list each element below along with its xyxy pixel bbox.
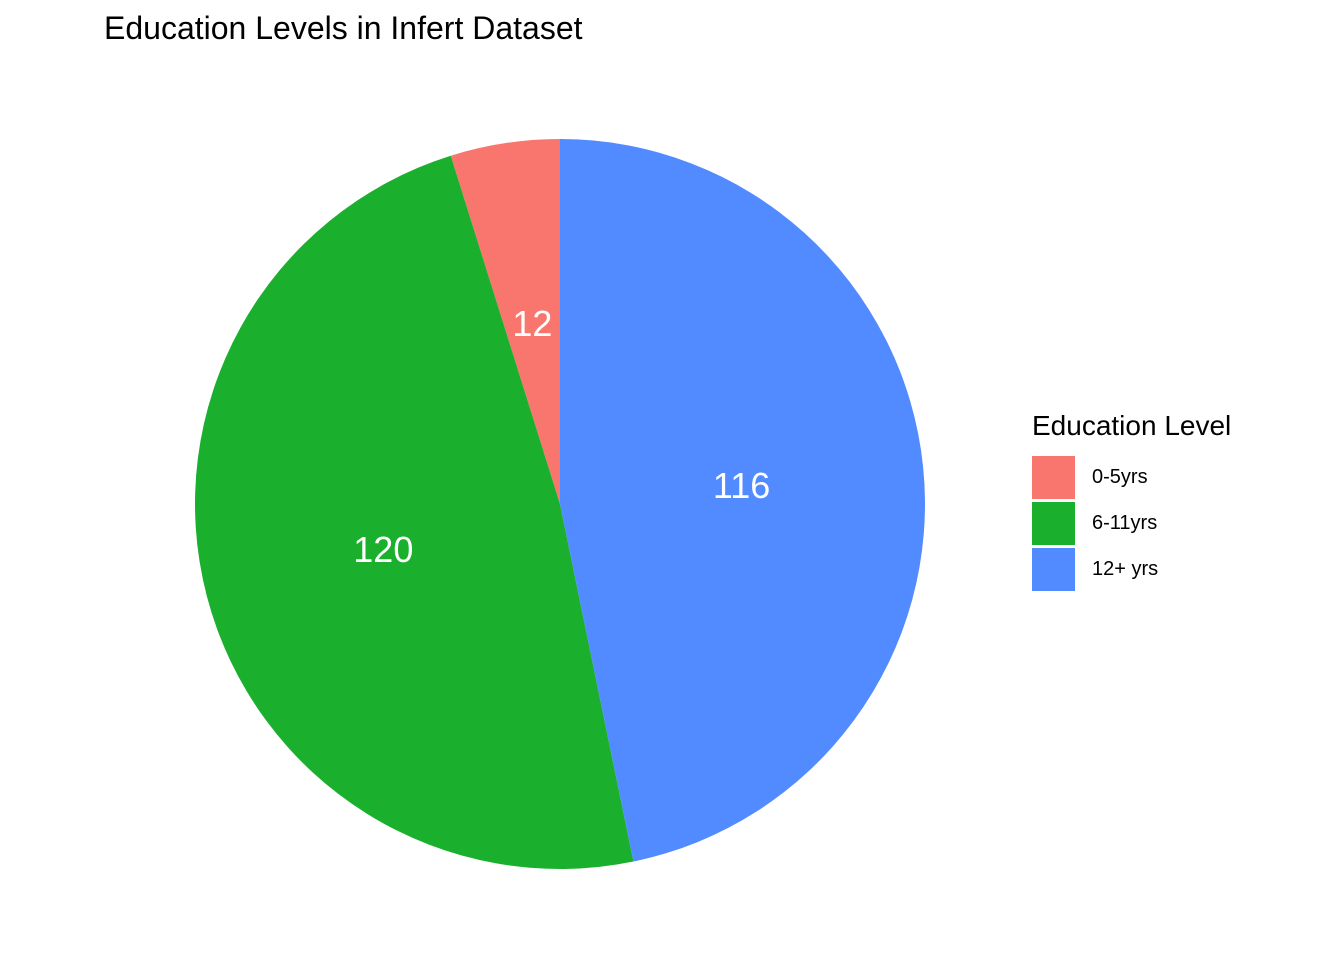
- legend: Education Level 0-5yrs 6-11yrs 12+ yrs: [1032, 410, 1231, 592]
- pie-slices: [194, 139, 926, 870]
- legend-item-0-5yrs: 0-5yrs: [1032, 454, 1231, 500]
- pie-slice-0-5yrs: [450, 139, 560, 504]
- legend-key-0-5yrs: [1032, 455, 1075, 499]
- legend-title: Education Level: [1032, 410, 1232, 441]
- legend-key-12-yrs: [1032, 547, 1075, 591]
- pie-slice-12-yrs: [560, 139, 926, 862]
- legend-label-0-5yrs: 0-5yrs: [1092, 465, 1148, 488]
- data-label-6-11yrs: 120: [353, 529, 413, 570]
- legend-label-6-11yrs: 6-11yrs: [1092, 511, 1158, 534]
- legend-key-6-11yrs: [1032, 501, 1075, 545]
- data-label-12-yrs: 116: [713, 465, 770, 506]
- legend-label-12-yrs: 12+ yrs: [1092, 557, 1159, 580]
- pie-data-labels: 12 120 116: [353, 303, 770, 570]
- pie-slice-6-11yrs: [194, 155, 634, 870]
- chart-title: Education Levels in Infert Dataset: [104, 10, 583, 46]
- legend-item-6-11yrs: 6-11yrs: [1032, 500, 1231, 546]
- legend-item-12-yrs: 12+ yrs: [1032, 546, 1231, 592]
- data-label-0-5yrs: 12: [512, 303, 552, 344]
